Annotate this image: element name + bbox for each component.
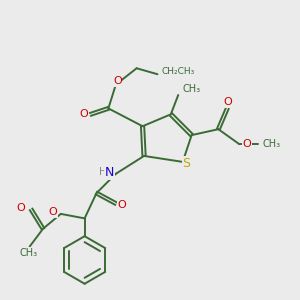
Text: H: H — [99, 167, 107, 177]
Text: O: O — [224, 98, 232, 107]
Text: O: O — [243, 139, 251, 149]
Text: O: O — [117, 200, 126, 210]
Text: N: N — [105, 166, 114, 179]
Text: O: O — [80, 109, 88, 119]
Text: CH₃: CH₃ — [262, 139, 280, 149]
Text: S: S — [182, 157, 190, 170]
Text: CH₂CH₃: CH₂CH₃ — [162, 67, 195, 76]
Text: O: O — [16, 203, 25, 213]
Text: CH₃: CH₃ — [183, 84, 201, 94]
Text: O: O — [49, 207, 57, 218]
Text: CH₃: CH₃ — [19, 248, 37, 257]
Text: O: O — [113, 76, 122, 86]
